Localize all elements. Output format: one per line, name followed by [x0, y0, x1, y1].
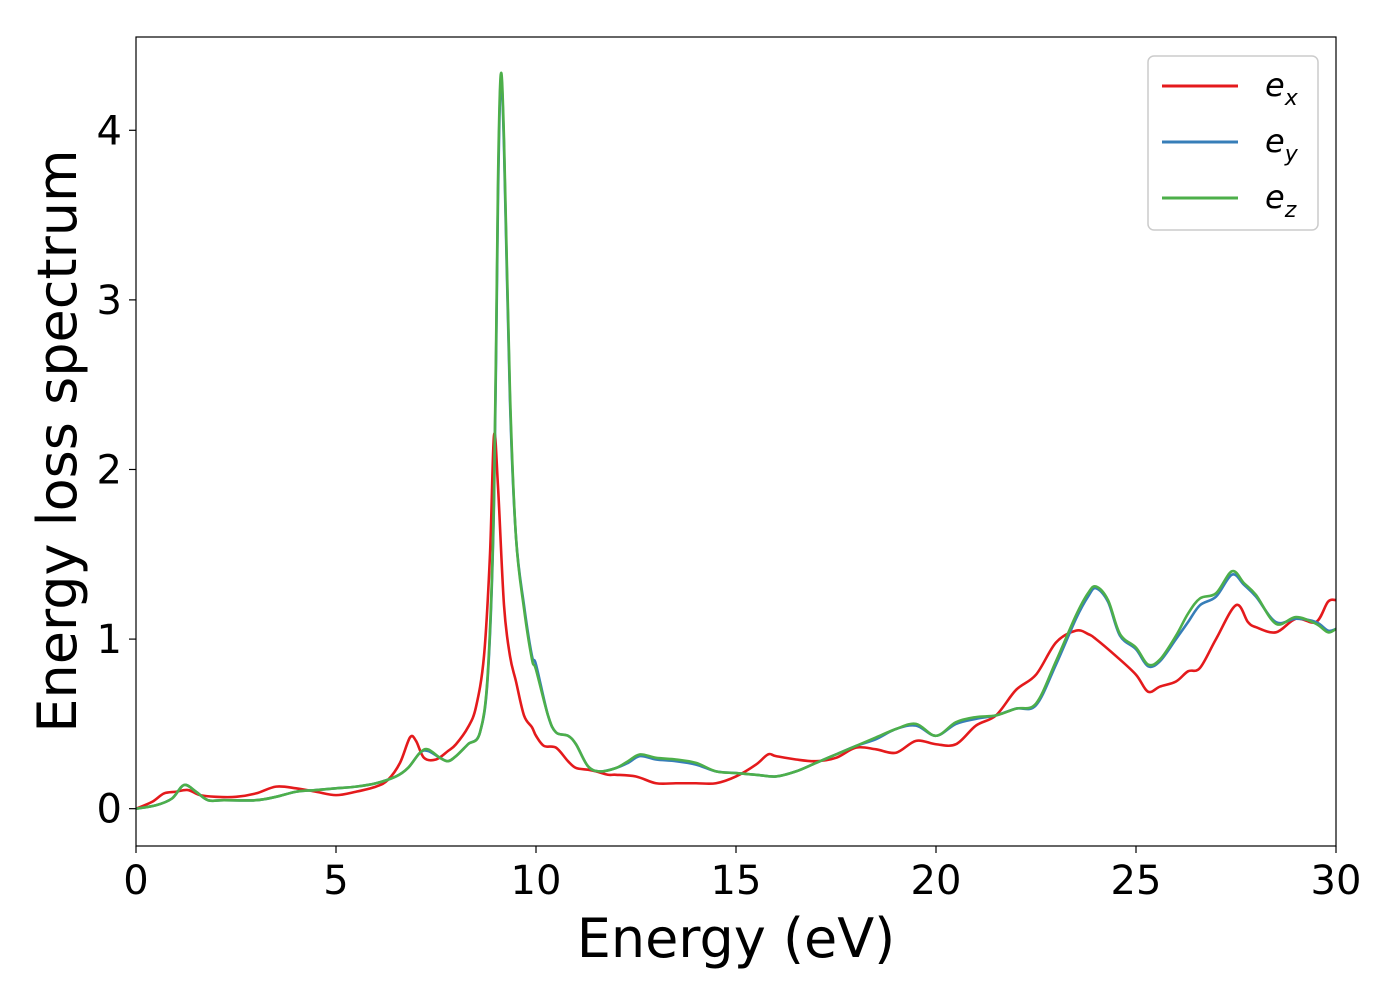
y-axis-ticks: 0 1 2 3 4 [97, 108, 136, 833]
series-line-e-x [136, 432, 1336, 810]
series-lines [136, 71, 1336, 810]
x-tick-label: 0 [123, 858, 148, 904]
y-axis-title: Energy loss spectrum [26, 149, 89, 732]
legend-label-e-z: ez [1265, 178, 1297, 223]
x-tick-label: 5 [323, 858, 348, 904]
y-tick-label: 3 [97, 278, 122, 324]
x-axis-title: Energy (eV) [577, 907, 896, 970]
series-line-e-z [136, 71, 1336, 810]
x-tick-label: 15 [711, 858, 762, 904]
legend-label-e-x: ex [1265, 66, 1299, 111]
y-tick-label: 2 [97, 447, 122, 493]
y-tick-label: 0 [97, 787, 122, 833]
x-tick-label: 25 [1111, 858, 1162, 904]
x-tick-label: 30 [1311, 858, 1362, 904]
legend-label-e-y: ey [1265, 122, 1299, 167]
legend: ex ey ez [1147, 55, 1319, 231]
y-tick-label: 1 [97, 617, 122, 663]
x-axis-ticks: 0 5 10 15 20 25 30 [123, 846, 1361, 904]
y-tick-label: 4 [97, 108, 122, 154]
x-tick-label: 10 [511, 858, 562, 904]
x-tick-label: 20 [911, 858, 962, 904]
